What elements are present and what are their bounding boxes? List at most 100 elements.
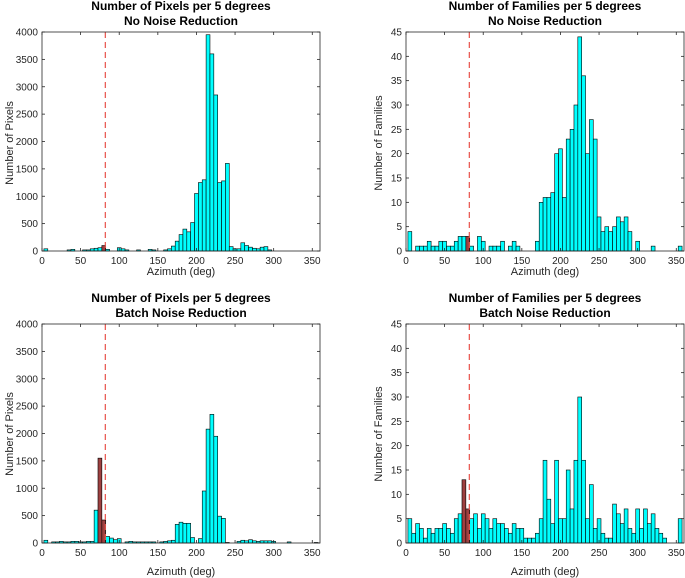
bar: [423, 245, 428, 252]
bar: [186, 522, 191, 544]
x-tick-label: 0: [403, 548, 409, 559]
bar: [407, 231, 413, 252]
bar: [492, 245, 498, 252]
bar: [461, 236, 467, 252]
x-tick-label: 100: [475, 256, 492, 267]
chart-subtitle: Batch Noise Reduction: [479, 306, 610, 320]
bar: [677, 518, 683, 544]
bar: [217, 515, 222, 544]
y-tick-label: 0: [396, 247, 402, 258]
bar: [477, 236, 482, 252]
chart-subtitle: Batch Noise Reduction: [115, 306, 246, 320]
bar: [434, 528, 440, 544]
y-tick-label: 10: [391, 490, 403, 501]
x-axis-label: Azimuth (deg): [511, 566, 579, 578]
x-tick-label: 150: [149, 256, 166, 267]
bar: [650, 513, 656, 544]
highlight-bar: [461, 479, 467, 544]
bar: [573, 459, 579, 544]
x-tick-label: 100: [111, 548, 128, 559]
x-tick-label: 0: [403, 256, 409, 267]
bar: [43, 539, 49, 544]
bar: [600, 231, 606, 252]
subplot-pixels-no-noise-reduction: Number of Pixels per 5 degrees No Noise …: [4, 0, 271, 278]
bar: [469, 245, 474, 252]
bar: [616, 513, 621, 544]
bar: [438, 528, 443, 544]
bar: [635, 508, 640, 544]
bar: [631, 532, 637, 544]
bar: [171, 539, 176, 544]
axes-box: [405, 31, 685, 252]
bar: [182, 228, 188, 252]
bar: [484, 518, 490, 544]
x-tick-label: 50: [439, 256, 451, 267]
bar: [252, 247, 257, 252]
x-tick-label: 100: [475, 548, 492, 559]
x-tick-label: 300: [265, 548, 282, 559]
bar: [596, 216, 602, 252]
plot-area: 0 50 100 150 200 250 300 3500500100015002000250…: [16, 28, 321, 268]
bar: [573, 104, 579, 252]
bar: [596, 518, 602, 544]
bar: [531, 537, 536, 544]
y-axis-label: Number of Families: [373, 95, 385, 191]
bar: [650, 245, 656, 252]
bar: [174, 240, 180, 252]
y-tick-label: 30: [391, 393, 403, 404]
bar: [608, 537, 613, 544]
x-tick-label: 350: [304, 548, 321, 559]
bar: [500, 523, 505, 544]
bar: [527, 537, 532, 544]
y-tick-label: 0: [32, 539, 38, 550]
bar: [240, 242, 246, 252]
bar: [190, 222, 195, 252]
bar: [419, 528, 424, 544]
y-tick-label: 35: [391, 368, 403, 379]
bar: [654, 528, 660, 544]
bar: [438, 240, 443, 252]
bar: [639, 528, 644, 544]
bar: [430, 245, 436, 252]
bar: [174, 524, 180, 544]
x-tick-label: 150: [149, 548, 166, 559]
y-tick-label: 2500: [16, 402, 39, 413]
bar: [198, 538, 203, 544]
bar: [623, 216, 629, 252]
bar: [240, 539, 246, 544]
bar: [473, 513, 478, 544]
bar: [248, 539, 253, 544]
bar: [217, 182, 222, 252]
bar: [612, 226, 617, 252]
bar: [228, 246, 234, 252]
x-tick-label: 100: [111, 256, 128, 267]
bar: [201, 179, 207, 252]
bar: [450, 245, 455, 252]
bar: [677, 245, 683, 252]
bar: [93, 247, 99, 252]
bar: [446, 245, 451, 252]
bar: [612, 503, 617, 544]
bar: [225, 163, 230, 252]
bar: [623, 508, 629, 544]
bar: [178, 234, 184, 252]
bar: [508, 532, 513, 544]
x-tick-label: 300: [629, 548, 646, 559]
bar: [619, 523, 625, 544]
bar: [592, 528, 598, 544]
x-tick-label: 300: [265, 256, 282, 267]
bar: [550, 523, 555, 544]
x-tick-label: 300: [629, 256, 646, 267]
bar: [592, 138, 598, 252]
y-tick-label: 20: [391, 149, 403, 160]
bar: [221, 518, 226, 544]
x-tick-label: 350: [668, 256, 685, 267]
y-tick-label: 3000: [16, 82, 39, 93]
bar: [477, 528, 482, 544]
bar: [535, 532, 540, 544]
bar: [658, 532, 664, 544]
bar: [550, 192, 555, 252]
bar: [546, 498, 552, 544]
bar: [415, 245, 420, 252]
